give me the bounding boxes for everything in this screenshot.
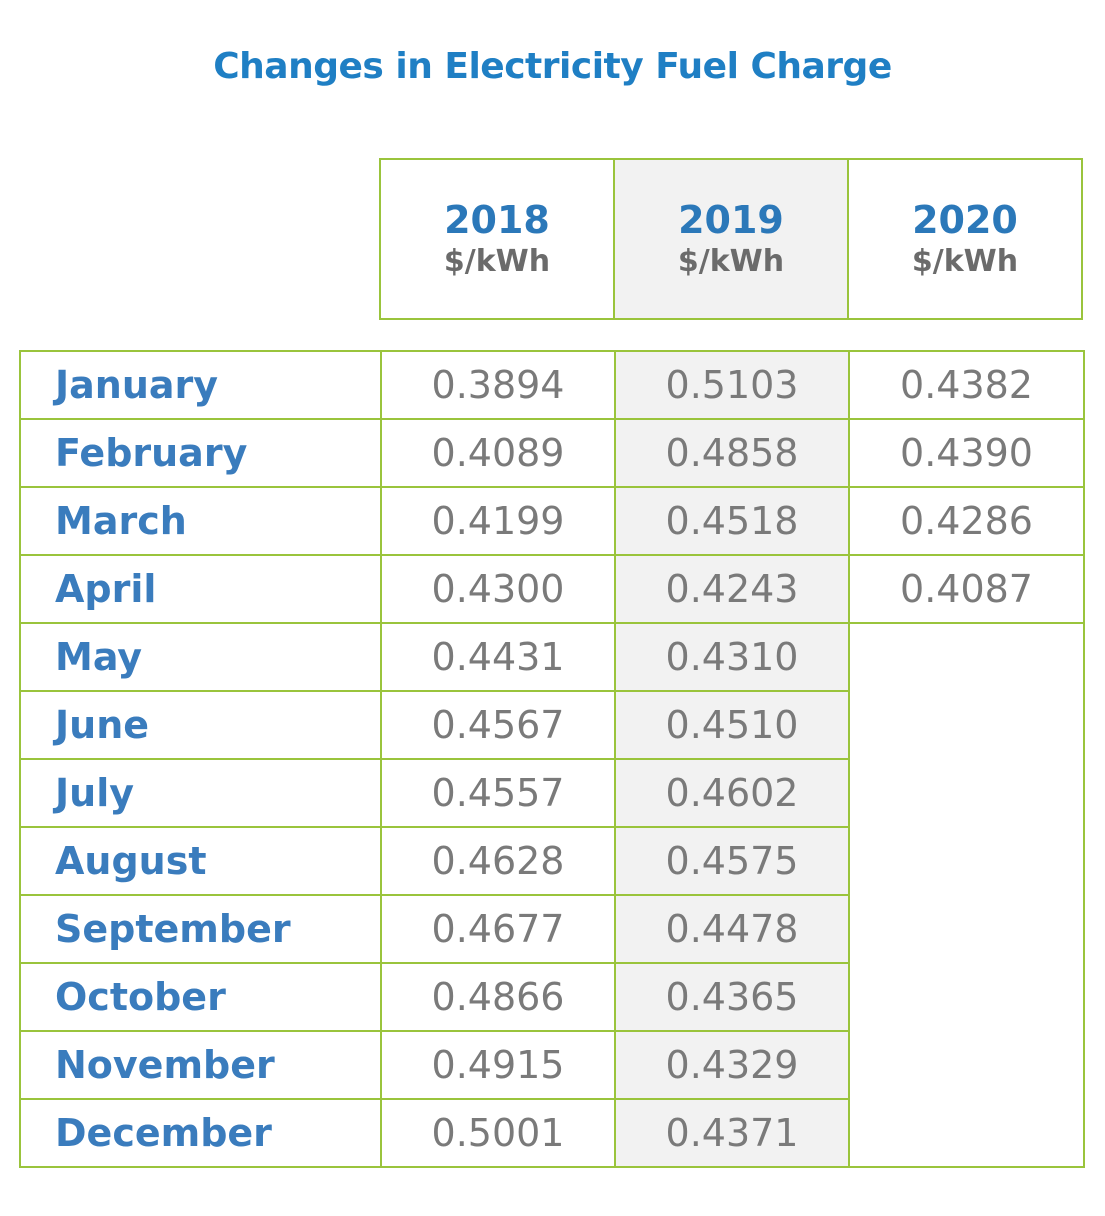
- value-cell-2019: 0.4575: [614, 826, 850, 896]
- value-cell-2020: [848, 623, 1085, 691]
- month-label: July: [19, 758, 382, 828]
- value-cell-2018: 0.4866: [380, 962, 616, 1032]
- table-row: December 0.5001 0.4371: [19, 1098, 1085, 1168]
- month-label: October: [19, 962, 382, 1032]
- table-row: May 0.4431 0.4310: [19, 622, 1085, 692]
- value-cell-2019: 0.4518: [614, 486, 850, 556]
- value-cell-2018: 0.4300: [380, 554, 616, 624]
- value-cell-2018: 0.4557: [380, 758, 616, 828]
- value-cell-2019: 0.4371: [614, 1098, 850, 1168]
- header-unit: $/kWh: [677, 244, 785, 279]
- header-year: 2019: [678, 198, 784, 242]
- table-row: August 0.4628 0.4575: [19, 826, 1085, 896]
- value-cell-2018: 0.4199: [380, 486, 616, 556]
- value-cell-2019: 0.4329: [614, 1030, 850, 1100]
- value-cell-2019: 0.4243: [614, 554, 850, 624]
- header-year: 2020: [912, 198, 1018, 242]
- value-cell-2018: 0.4628: [380, 826, 616, 896]
- table-row: November 0.4915 0.4329: [19, 1030, 1085, 1100]
- value-cell-2020: [848, 895, 1085, 963]
- value-cell-2018: 0.5001: [380, 1098, 616, 1168]
- month-label: June: [19, 690, 382, 760]
- header-2020: 2020 $/kWh: [847, 158, 1083, 320]
- value-cell-2019: 0.4310: [614, 622, 850, 692]
- month-label: December: [19, 1098, 382, 1168]
- month-label: April: [19, 554, 382, 624]
- month-label: February: [19, 418, 382, 488]
- header-unit: $/kWh: [443, 244, 551, 279]
- value-cell-2020: [848, 1099, 1085, 1168]
- month-label: August: [19, 826, 382, 896]
- value-cell-2018: 0.4431: [380, 622, 616, 692]
- header-2018: 2018 $/kWh: [379, 158, 613, 320]
- month-label: May: [19, 622, 382, 692]
- table-row: January 0.3894 0.5103 0.4382: [19, 350, 1085, 420]
- table-row: March 0.4199 0.4518 0.4286: [19, 486, 1085, 556]
- value-cell-2019: 0.4858: [614, 418, 850, 488]
- value-cell-2019: 0.4602: [614, 758, 850, 828]
- month-label: September: [19, 894, 382, 964]
- month-label: March: [19, 486, 382, 556]
- value-cell-2018: 0.3894: [380, 350, 616, 420]
- value-cell-2019: 0.4365: [614, 962, 850, 1032]
- value-cell-2018: 0.4089: [380, 418, 616, 488]
- value-cell-2020: 0.4390: [848, 418, 1085, 488]
- value-cell-2018: 0.4915: [380, 1030, 616, 1100]
- month-label: January: [19, 350, 382, 420]
- value-cell-2019: 0.4478: [614, 894, 850, 964]
- value-cell-2019: 0.4510: [614, 690, 850, 760]
- page-title: Changes in Electricity Fuel Charge: [213, 46, 892, 87]
- value-cell-2020: [848, 691, 1085, 759]
- value-cell-2020: 0.4382: [848, 350, 1085, 420]
- table-row: September 0.4677 0.4478: [19, 894, 1085, 964]
- header-year: 2018: [444, 198, 550, 242]
- value-cell-2020: 0.4286: [848, 486, 1085, 556]
- table-row: April 0.4300 0.4243 0.4087: [19, 554, 1085, 624]
- header-unit: $/kWh: [911, 244, 1019, 279]
- value-cell-2020: [848, 963, 1085, 1031]
- header-row: 2018 $/kWh 2019 $/kWh 2020 $/kWh: [379, 158, 1083, 320]
- value-cell-2018: 0.4677: [380, 894, 616, 964]
- fuel-charge-table: January 0.3894 0.5103 0.4382 February 0.4089 0…: [19, 350, 1085, 1168]
- table-row: June 0.4567 0.4510: [19, 690, 1085, 760]
- table-row: October 0.4866 0.4365: [19, 962, 1085, 1032]
- value-cell-2020: [848, 759, 1085, 827]
- table-row: February 0.4089 0.4858 0.4390: [19, 418, 1085, 488]
- month-label: November: [19, 1030, 382, 1100]
- table-row: July 0.4557 0.4602: [19, 758, 1085, 828]
- value-cell-2018: 0.4567: [380, 690, 616, 760]
- value-cell-2019: 0.5103: [614, 350, 850, 420]
- value-cell-2020: [848, 827, 1085, 895]
- value-cell-2020: 0.4087: [848, 554, 1085, 624]
- header-2019: 2019 $/kWh: [613, 158, 847, 320]
- value-cell-2020: [848, 1031, 1085, 1099]
